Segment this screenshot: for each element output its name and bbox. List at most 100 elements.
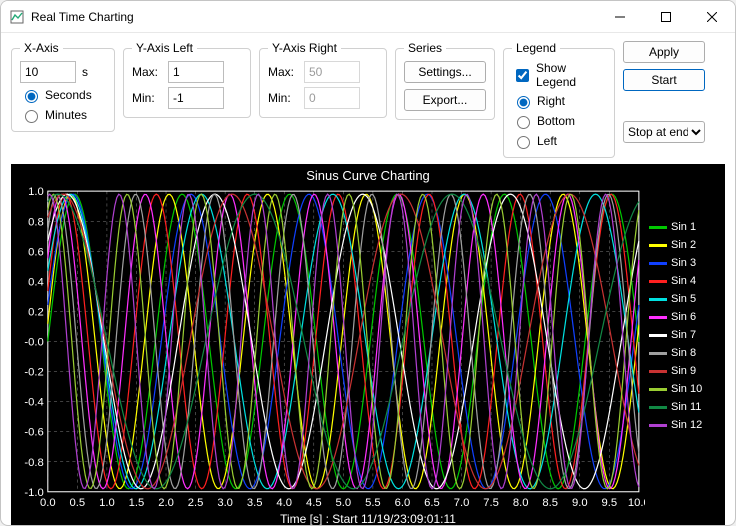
legend-label: Sin 11 bbox=[671, 401, 701, 413]
action-column: Apply Start Stop at end bbox=[623, 41, 705, 143]
legend-label: Sin 4 bbox=[671, 275, 696, 287]
legend-item: Sin 4 bbox=[649, 275, 721, 287]
legend-label: Sin 5 bbox=[671, 293, 696, 305]
svg-text:0.8: 0.8 bbox=[28, 216, 44, 228]
legend-right-radio[interactable] bbox=[517, 96, 530, 109]
svg-text:8.0: 8.0 bbox=[513, 497, 529, 509]
svg-text:9.5: 9.5 bbox=[601, 497, 617, 509]
svg-text:-0.2: -0.2 bbox=[24, 367, 43, 379]
legend-swatch bbox=[649, 406, 667, 409]
svg-text:8.5: 8.5 bbox=[542, 497, 558, 509]
yleft-legend: Y-Axis Left bbox=[132, 41, 197, 55]
svg-text:-0.0: -0.0 bbox=[24, 337, 43, 349]
legend-item: Sin 3 bbox=[649, 257, 721, 269]
stop-mode-select[interactable]: Stop at end bbox=[623, 121, 705, 143]
xaxis-minutes-label: Minutes bbox=[45, 108, 87, 122]
app-window: Real Time Charting X-Axis s Seconds Min bbox=[0, 0, 736, 526]
svg-text:2.0: 2.0 bbox=[158, 497, 174, 509]
xaxis-value-input[interactable] bbox=[20, 61, 76, 83]
legend-item: Sin 7 bbox=[649, 329, 721, 341]
legend-left-radio[interactable] bbox=[517, 136, 530, 149]
legend-label: Sin 10 bbox=[671, 383, 702, 395]
yleft-max-input[interactable] bbox=[168, 61, 224, 83]
series-export-button[interactable]: Export... bbox=[404, 89, 486, 111]
series-settings-button[interactable]: Settings... bbox=[404, 61, 486, 83]
svg-text:3.0: 3.0 bbox=[217, 497, 233, 509]
show-legend-checkbox[interactable] bbox=[516, 69, 529, 82]
close-icon bbox=[707, 12, 717, 22]
plot-area: -1.0-0.8-0.6-0.4-0.2-0.00.20.40.60.81.00… bbox=[11, 185, 645, 512]
xaxis-legend: X-Axis bbox=[20, 41, 63, 55]
legend-label: Sin 9 bbox=[671, 365, 696, 377]
legend-label: Sin 12 bbox=[671, 419, 702, 431]
svg-text:2.5: 2.5 bbox=[188, 497, 204, 509]
svg-text:4.5: 4.5 bbox=[306, 497, 322, 509]
legend-swatch bbox=[649, 352, 667, 355]
svg-text:5.0: 5.0 bbox=[336, 497, 352, 509]
legend-item: Sin 8 bbox=[649, 347, 721, 359]
legend-item: Sin 5 bbox=[649, 293, 721, 305]
chart-legend: Sin 1 Sin 2 Sin 3 Sin 4 Sin 5 Sin 6 Sin 7 Sin 8… bbox=[645, 185, 725, 512]
xaxis-seconds-label: Seconds bbox=[45, 88, 92, 102]
controls-panel: X-Axis s Seconds Minutes Y-Axis Left Max… bbox=[1, 33, 735, 164]
maximize-icon bbox=[661, 12, 671, 22]
chart-svg: -1.0-0.8-0.6-0.4-0.2-0.00.20.40.60.81.00… bbox=[11, 185, 645, 512]
svg-text:6.5: 6.5 bbox=[424, 497, 440, 509]
svg-text:-0.6: -0.6 bbox=[24, 427, 43, 439]
xaxis-minutes-radio[interactable] bbox=[25, 110, 38, 123]
legend-item: Sin 6 bbox=[649, 311, 721, 323]
legend-item: Sin 10 bbox=[649, 383, 721, 395]
svg-text:-0.4: -0.4 bbox=[24, 397, 43, 409]
legend-right-label: Right bbox=[537, 94, 565, 108]
xaxis-unit-label: s bbox=[82, 65, 88, 79]
legend-swatch bbox=[649, 244, 667, 247]
legend-swatch bbox=[649, 226, 667, 229]
legend-label: Sin 8 bbox=[671, 347, 696, 359]
legend-item: Sin 9 bbox=[649, 365, 721, 377]
legend-label: Sin 2 bbox=[671, 239, 696, 251]
yright-max-input bbox=[304, 61, 360, 83]
legend-group-legend: Legend bbox=[512, 41, 560, 55]
legend-item: Sin 11 bbox=[649, 401, 721, 413]
legend-label: Sin 6 bbox=[671, 311, 696, 323]
legend-label: Sin 1 bbox=[671, 221, 696, 233]
maximize-button[interactable] bbox=[643, 1, 689, 33]
svg-text:0.2: 0.2 bbox=[28, 306, 44, 318]
xaxis-seconds-radio[interactable] bbox=[25, 90, 38, 103]
svg-text:0.6: 0.6 bbox=[28, 246, 44, 258]
legend-bottom-label: Bottom bbox=[537, 114, 575, 128]
window-title: Real Time Charting bbox=[31, 10, 134, 24]
series-group: Series Settings... Export... bbox=[395, 41, 495, 120]
svg-text:6.0: 6.0 bbox=[395, 497, 411, 509]
start-button[interactable]: Start bbox=[623, 69, 705, 91]
legend-item: Sin 2 bbox=[649, 239, 721, 251]
yleft-group: Y-Axis Left Max: Min: bbox=[123, 41, 251, 118]
legend-swatch bbox=[649, 388, 667, 391]
legend-item: Sin 12 bbox=[649, 419, 721, 431]
legend-bottom-radio[interactable] bbox=[517, 116, 530, 129]
minimize-button[interactable] bbox=[597, 1, 643, 33]
svg-text:1.0: 1.0 bbox=[99, 497, 115, 509]
chart-title: Sinus Curve Charting bbox=[11, 164, 725, 185]
svg-text:4.0: 4.0 bbox=[276, 497, 292, 509]
legend-swatch bbox=[649, 334, 667, 337]
apply-button[interactable]: Apply bbox=[623, 41, 705, 63]
legend-swatch bbox=[649, 262, 667, 265]
svg-text:0.0: 0.0 bbox=[40, 497, 56, 509]
legend-label: Sin 7 bbox=[671, 329, 696, 341]
svg-text:5.5: 5.5 bbox=[365, 497, 381, 509]
legend-label: Sin 3 bbox=[671, 257, 696, 269]
legend-swatch bbox=[649, 280, 667, 283]
app-icon bbox=[9, 9, 25, 25]
show-legend-label: Show Legend bbox=[536, 61, 606, 89]
titlebar: Real Time Charting bbox=[1, 1, 735, 33]
yleft-min-input[interactable] bbox=[168, 87, 224, 109]
legend-swatch bbox=[649, 298, 667, 301]
svg-text:10.0: 10.0 bbox=[628, 497, 645, 509]
chart-panel: Sinus Curve Charting -1.0-0.8-0.6-0.4-0.… bbox=[11, 164, 725, 526]
legend-swatch bbox=[649, 316, 667, 319]
svg-text:1.0: 1.0 bbox=[28, 186, 44, 198]
svg-text:-0.8: -0.8 bbox=[24, 457, 43, 469]
close-button[interactable] bbox=[689, 1, 735, 33]
x-axis-caption: Time [s] : Start 11/19/23:09:01:11 bbox=[11, 512, 725, 526]
